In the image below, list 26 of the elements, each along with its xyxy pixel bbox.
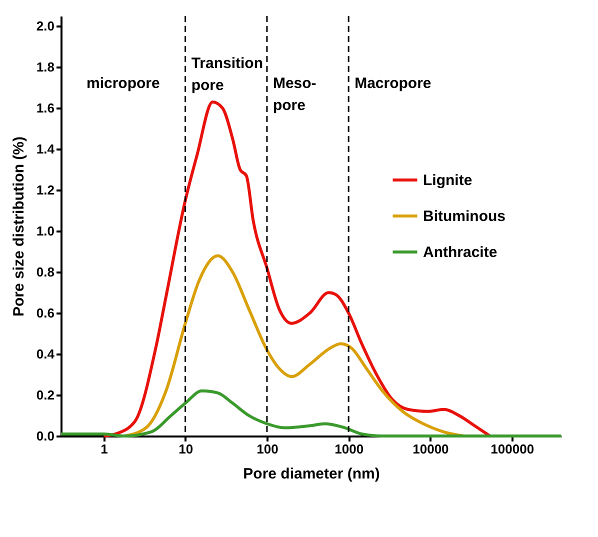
y-axis-title: Pore size distribution (%)	[10, 136, 28, 317]
y-tick-label: 2.0	[36, 18, 54, 34]
legend-label: Bituminous	[423, 208, 506, 225]
y-tick-label: 1.0	[36, 224, 54, 239]
annotation: Meso- pore	[272, 75, 316, 114]
legend-label: Lignite	[423, 172, 472, 189]
y-tick-label: 1.4	[36, 142, 56, 157]
y-tick-label: 0.0	[36, 428, 54, 444]
x-tick-label: 100000	[490, 442, 534, 456]
y-tick-label: 0.8	[36, 264, 54, 280]
x-tick-label: 1	[100, 442, 108, 456]
annotation: Macropore	[354, 75, 432, 92]
annotation: Transition pore	[191, 55, 264, 94]
x-tick-label: 10000	[412, 442, 449, 456]
legend-label: Anthracite	[423, 244, 498, 261]
x-axis-title: Pore diameter (nm)	[243, 466, 380, 482]
y-tick-label: 1.8	[36, 60, 54, 75]
annotation: micropore	[86, 75, 160, 92]
x-tick-label: 1000	[334, 442, 364, 456]
y-tick-label: 1.6	[36, 100, 54, 116]
y-tick-label: 0.6	[36, 306, 54, 321]
y-tick-label: 0.2	[36, 388, 54, 403]
y-tick-label: 1.2	[36, 182, 54, 198]
x-tick-label: 10	[178, 442, 194, 456]
y-tick-label: 0.4	[36, 346, 56, 362]
x-tick-label: 100	[256, 442, 278, 456]
